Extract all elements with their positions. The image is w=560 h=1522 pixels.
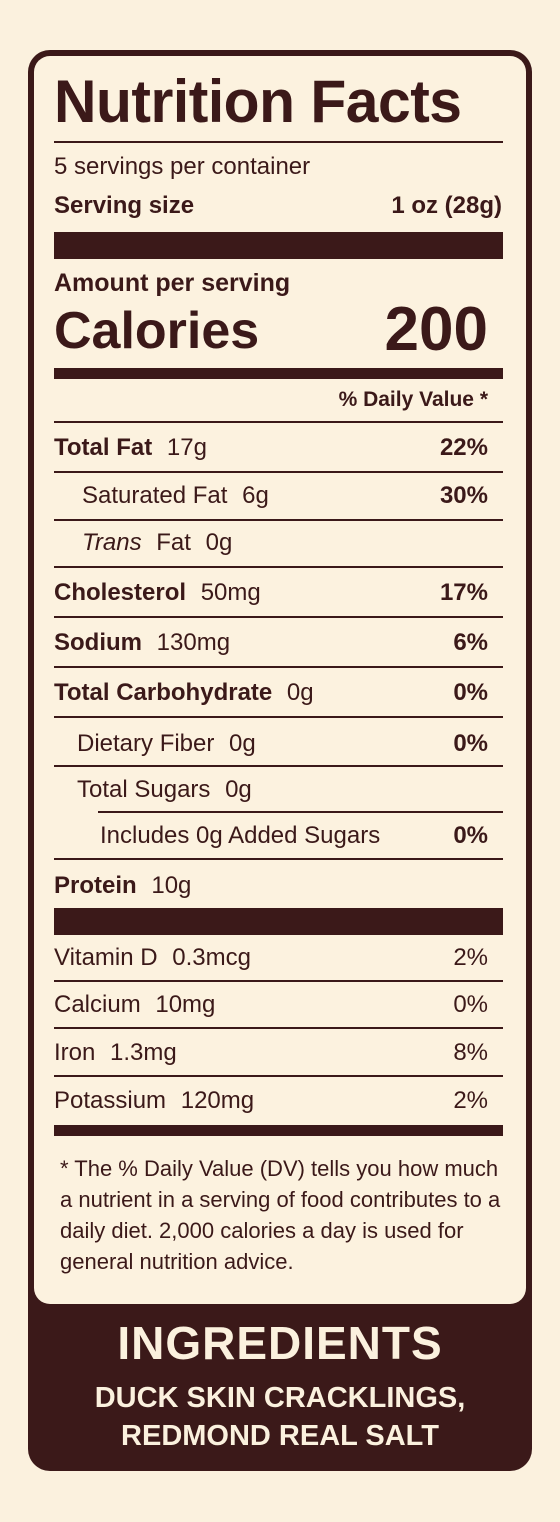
nutrient-row-dietary-fiber: Dietary Fiber 0g 0% bbox=[54, 728, 488, 760]
divider bbox=[54, 141, 503, 143]
nutrient-name: Includes 0g Added Sugars bbox=[100, 822, 381, 849]
nutrient-dv: 0% bbox=[453, 730, 488, 757]
thick-divider bbox=[54, 908, 503, 935]
vitamin-row-potassium: Potassium 120mg 2% bbox=[54, 1085, 488, 1117]
nutrient-dv: 30% bbox=[439, 482, 488, 509]
nutrient-row-total-sugars: Total Sugars 0g bbox=[54, 774, 488, 806]
nutrient-row-protein: Protein 10g bbox=[54, 870, 488, 902]
divider bbox=[54, 421, 503, 423]
nutrient-name: Sodium bbox=[54, 629, 142, 656]
nutrient-amount: 0g bbox=[225, 776, 252, 803]
ingredients-title: INGREDIENTS bbox=[117, 1317, 443, 1369]
nutrient-amount: 0g bbox=[205, 529, 233, 556]
divider bbox=[54, 519, 503, 521]
divider bbox=[54, 616, 503, 618]
nutrient-dv: 17% bbox=[439, 579, 488, 606]
vitamin-dv: 8% bbox=[453, 1039, 488, 1066]
calories-label: Calories bbox=[54, 302, 260, 360]
servings-per-container: 5 servings per container bbox=[54, 153, 311, 180]
vitamin-amount: 1.3mg bbox=[110, 1039, 177, 1066]
nutrient-amount: 6g bbox=[242, 482, 269, 509]
daily-value-footnote: * The % Daily Value (DV) tells you how m… bbox=[60, 1156, 501, 1274]
divider bbox=[54, 1027, 503, 1029]
vitamin-amount: 10mg bbox=[155, 991, 216, 1018]
nutrient-dv: 22% bbox=[439, 434, 488, 461]
nutrient-row-cholesterol: Cholesterol 50mg 17% bbox=[54, 577, 488, 609]
nutrient-dv: 6% bbox=[453, 629, 488, 656]
serving-size-value: 1 oz (28g) bbox=[391, 192, 502, 219]
divider bbox=[54, 716, 503, 718]
nutrient-row-saturated-fat: Saturated Fat 6g 30% bbox=[54, 480, 488, 512]
vitamin-dv: 2% bbox=[453, 1087, 488, 1114]
nutrient-name: Total Sugars bbox=[77, 776, 211, 803]
nutrient-amount: 50mg bbox=[200, 579, 261, 606]
vitamin-name: Vitamin D bbox=[54, 944, 158, 971]
ingredients-line-2: REDMOND REAL SALT bbox=[121, 1420, 439, 1452]
nutrient-row-total-carbohydrate: Total Carbohydrate 0g 0% bbox=[54, 677, 488, 709]
vitamin-amount: 0.3mcg bbox=[172, 944, 251, 971]
nutrient-row-sodium: Sodium 130mg 6% bbox=[54, 627, 488, 659]
medium-divider bbox=[54, 1125, 503, 1136]
divider bbox=[54, 1075, 503, 1077]
daily-value-header: % Daily Value * bbox=[338, 388, 488, 411]
nutrient-amount: 130mg bbox=[156, 629, 231, 656]
serving-size-row: Serving size 1 oz (28g) bbox=[54, 190, 502, 222]
amount-per-serving: Amount per serving bbox=[54, 269, 291, 297]
nutrient-name: Cholesterol bbox=[54, 579, 187, 606]
vitamin-dv: 0% bbox=[453, 991, 488, 1018]
divider bbox=[98, 811, 503, 813]
nutrient-row-added-sugars: Includes 0g Added Sugars 0% bbox=[54, 820, 488, 852]
medium-divider bbox=[54, 368, 503, 379]
nutrient-name: Total Carbohydrate bbox=[54, 679, 273, 706]
nutrient-row-total-fat: Total Fat 17g 22% bbox=[54, 432, 488, 464]
nutrient-name: Fat bbox=[156, 529, 191, 556]
vitamin-row-vitamin-d: Vitamin D 0.3mcg 2% bbox=[54, 942, 488, 974]
nutrient-amount: 0g bbox=[286, 679, 314, 706]
vitamin-row-calcium: Calcium 10mg 0% bbox=[54, 989, 488, 1021]
vitamin-name: Potassium bbox=[54, 1087, 167, 1114]
divider bbox=[54, 666, 503, 668]
nutrient-name: Saturated Fat bbox=[82, 482, 228, 509]
divider bbox=[54, 980, 503, 982]
nutrient-amount: 0g bbox=[229, 730, 256, 757]
nutrient-name-italic: Trans bbox=[82, 529, 142, 556]
thick-divider bbox=[54, 232, 503, 259]
divider bbox=[54, 471, 503, 473]
nutrient-amount: 17g bbox=[166, 434, 207, 461]
vitamin-amount: 120mg bbox=[180, 1087, 255, 1114]
nutrient-row-trans-fat: Trans Fat 0g bbox=[54, 527, 488, 559]
nutrient-dv: 0% bbox=[453, 679, 488, 706]
nutrient-name: Total Fat bbox=[54, 434, 153, 461]
divider bbox=[54, 765, 503, 767]
nutrient-name: Dietary Fiber bbox=[77, 730, 215, 757]
nutrient-amount: 10g bbox=[151, 872, 192, 899]
vitamin-name: Calcium bbox=[54, 991, 141, 1018]
divider bbox=[54, 566, 503, 568]
vitamin-row-iron: Iron 1.3mg 8% bbox=[54, 1037, 488, 1069]
nutrition-facts-title: Nutrition Facts bbox=[54, 68, 462, 135]
ingredients-line-1: DUCK SKIN CRACKLINGS, bbox=[94, 1382, 466, 1414]
calories-value: 200 bbox=[384, 295, 488, 364]
nutrition-panel bbox=[34, 56, 526, 1304]
divider bbox=[54, 858, 503, 860]
serving-size-label: Serving size bbox=[54, 192, 195, 219]
nutrient-dv: 0% bbox=[453, 822, 488, 849]
vitamin-dv: 2% bbox=[453, 944, 488, 971]
vitamin-name: Iron bbox=[54, 1039, 96, 1066]
nutrient-name: Protein bbox=[54, 872, 137, 899]
